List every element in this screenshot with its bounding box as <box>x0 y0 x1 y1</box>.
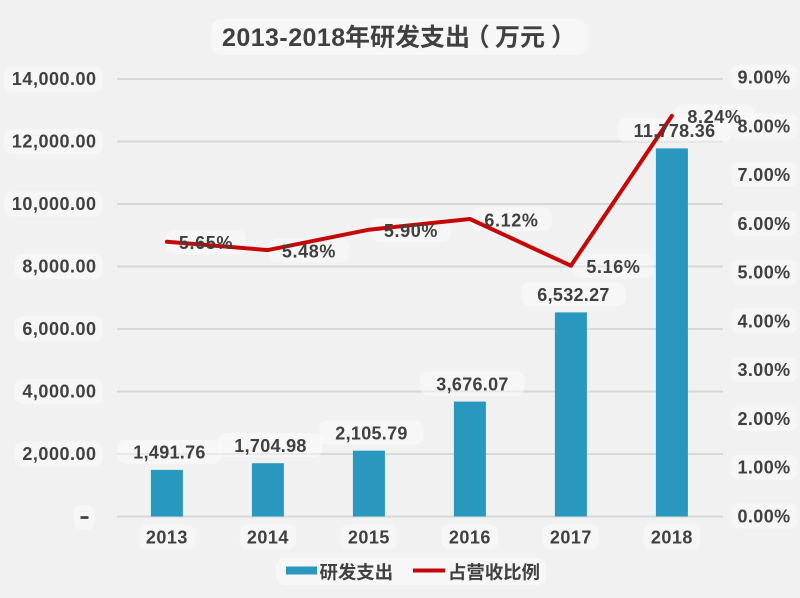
svg-text:3.00%: 3.00% <box>738 360 791 380</box>
svg-text:2014: 2014 <box>247 528 289 548</box>
svg-text:12,000.00: 12,000.00 <box>12 131 97 151</box>
svg-text:1,491.76: 1,491.76 <box>133 443 205 463</box>
svg-text:5.65%: 5.65% <box>179 233 233 253</box>
svg-text:14,000.00: 14,000.00 <box>12 69 97 89</box>
svg-text:6,532.27: 6,532.27 <box>537 285 609 305</box>
svg-text:9.00%: 9.00% <box>738 68 791 88</box>
svg-text:6.00%: 6.00% <box>738 214 791 234</box>
svg-text:5.48%: 5.48% <box>282 241 336 261</box>
svg-text:11,778.36: 11,778.36 <box>634 121 716 141</box>
svg-text:8.00%: 8.00% <box>738 116 791 136</box>
svg-text:1,704.98: 1,704.98 <box>234 436 306 456</box>
svg-text:6,000.00: 6,000.00 <box>22 319 96 339</box>
svg-text:2017: 2017 <box>550 528 592 548</box>
svg-text:2.00%: 2.00% <box>738 409 791 429</box>
svg-text:2,000.00: 2,000.00 <box>22 444 96 464</box>
svg-text:5.16%: 5.16% <box>586 257 640 277</box>
svg-text:8.24%: 8.24% <box>687 107 741 127</box>
svg-text:4,000.00: 4,000.00 <box>22 381 96 401</box>
svg-text:1.00%: 1.00% <box>738 458 791 478</box>
svg-text:5.90%: 5.90% <box>384 221 438 241</box>
svg-text:2015: 2015 <box>348 528 390 548</box>
svg-text:2013-2018: 2013-2018 <box>222 24 346 52</box>
svg-text:6.12%: 6.12% <box>484 210 538 230</box>
svg-text:2013: 2013 <box>146 528 188 548</box>
svg-text:4.00%: 4.00% <box>738 311 791 331</box>
svg-text:10,000.00: 10,000.00 <box>12 194 97 214</box>
svg-text:2016: 2016 <box>449 528 491 548</box>
svg-text:5.00%: 5.00% <box>738 263 791 283</box>
svg-text:0.00%: 0.00% <box>738 507 791 527</box>
svg-text:7.00%: 7.00% <box>738 165 791 185</box>
svg-text:2018: 2018 <box>651 528 693 548</box>
svg-text:2,105.79: 2,105.79 <box>335 424 407 444</box>
svg-text:3,676.07: 3,676.07 <box>436 374 508 394</box>
svg-text:8,000.00: 8,000.00 <box>22 256 96 276</box>
